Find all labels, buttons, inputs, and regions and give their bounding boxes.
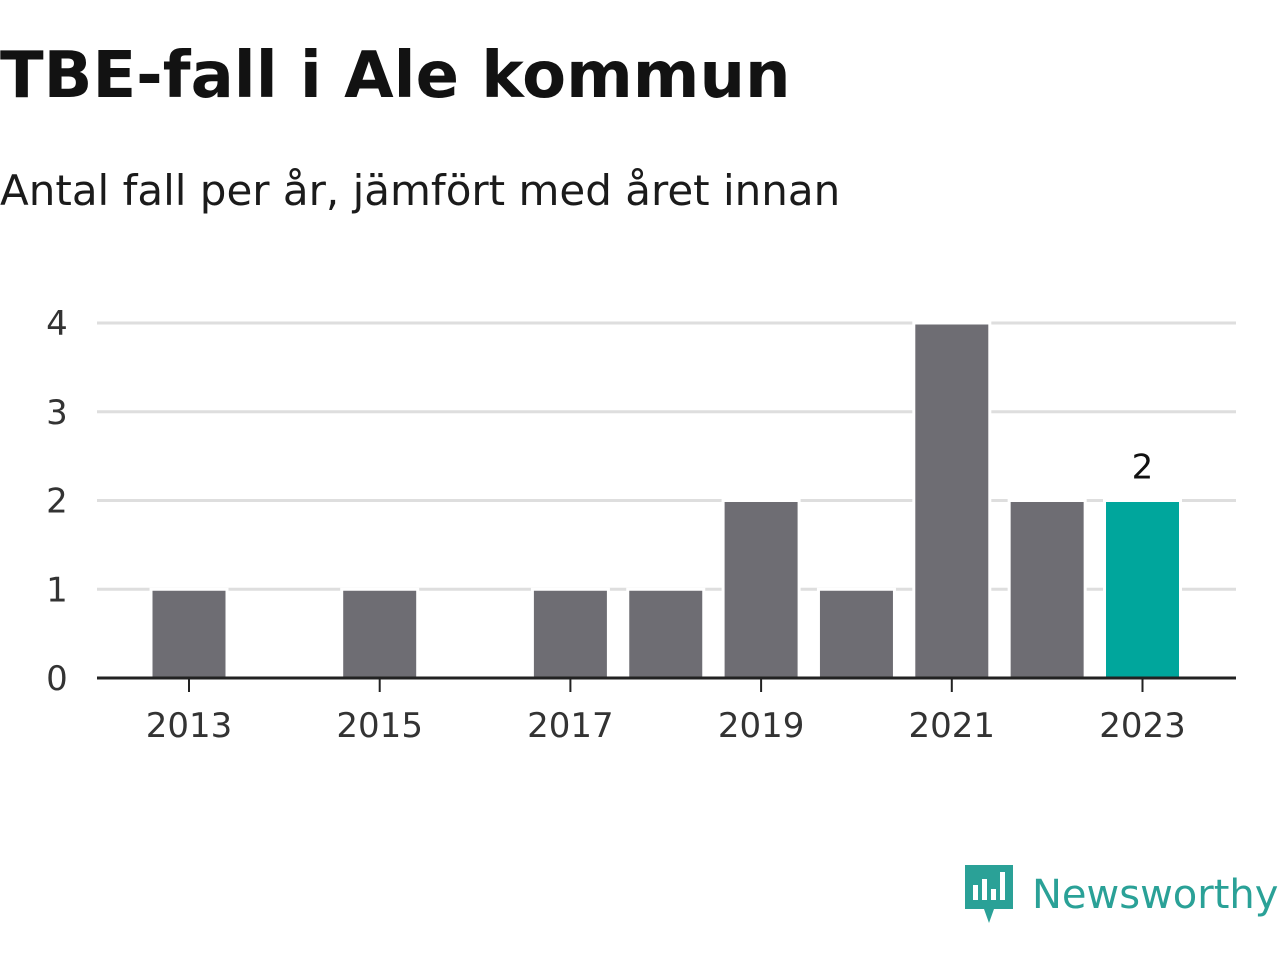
newsworthy-brand: Newsworthy (962, 860, 1278, 930)
x-tick-label: 2019 (718, 706, 805, 746)
chart-subtitle: Antal fall per år, jämfört med året inna… (0, 166, 841, 215)
bar-2015 (340, 587, 420, 680)
bar-2023 (1103, 499, 1182, 680)
chart-title: TBE-fall i Ale kommun (0, 39, 791, 113)
x-tick-label: 2015 (336, 706, 423, 746)
x-axis (97, 676, 1236, 692)
data-label: 2 (1132, 448, 1154, 488)
y-tick-label: 1 (46, 570, 68, 610)
y-tick-label: 4 (46, 304, 68, 344)
x-tick-label: 2023 (1099, 706, 1186, 746)
x-tick-label: 2017 (527, 706, 614, 746)
bar-2019 (721, 499, 801, 680)
newsworthy-logo-icon (965, 865, 1013, 923)
bar-chart: 0 1 2 3 4 2013 2015 2017 2019 2021 2023 2 (46, 304, 1236, 746)
brand-name: Newsworthy (1032, 872, 1279, 918)
y-tick-label: 3 (46, 393, 68, 433)
bar-2021 (912, 321, 992, 680)
bar-2018 (626, 587, 706, 680)
x-tick-label: 2021 (909, 706, 996, 746)
bar-2022 (1007, 499, 1087, 680)
bar-2013 (149, 587, 229, 680)
bar-2020 (816, 587, 896, 680)
y-tick-label: 0 (46, 659, 68, 699)
bar-2017 (530, 587, 610, 680)
labels: 0 1 2 3 4 2013 2015 2017 2019 2021 2023 2 (46, 304, 1186, 746)
x-tick-label: 2013 (146, 706, 233, 746)
y-tick-label: 2 (46, 482, 68, 522)
